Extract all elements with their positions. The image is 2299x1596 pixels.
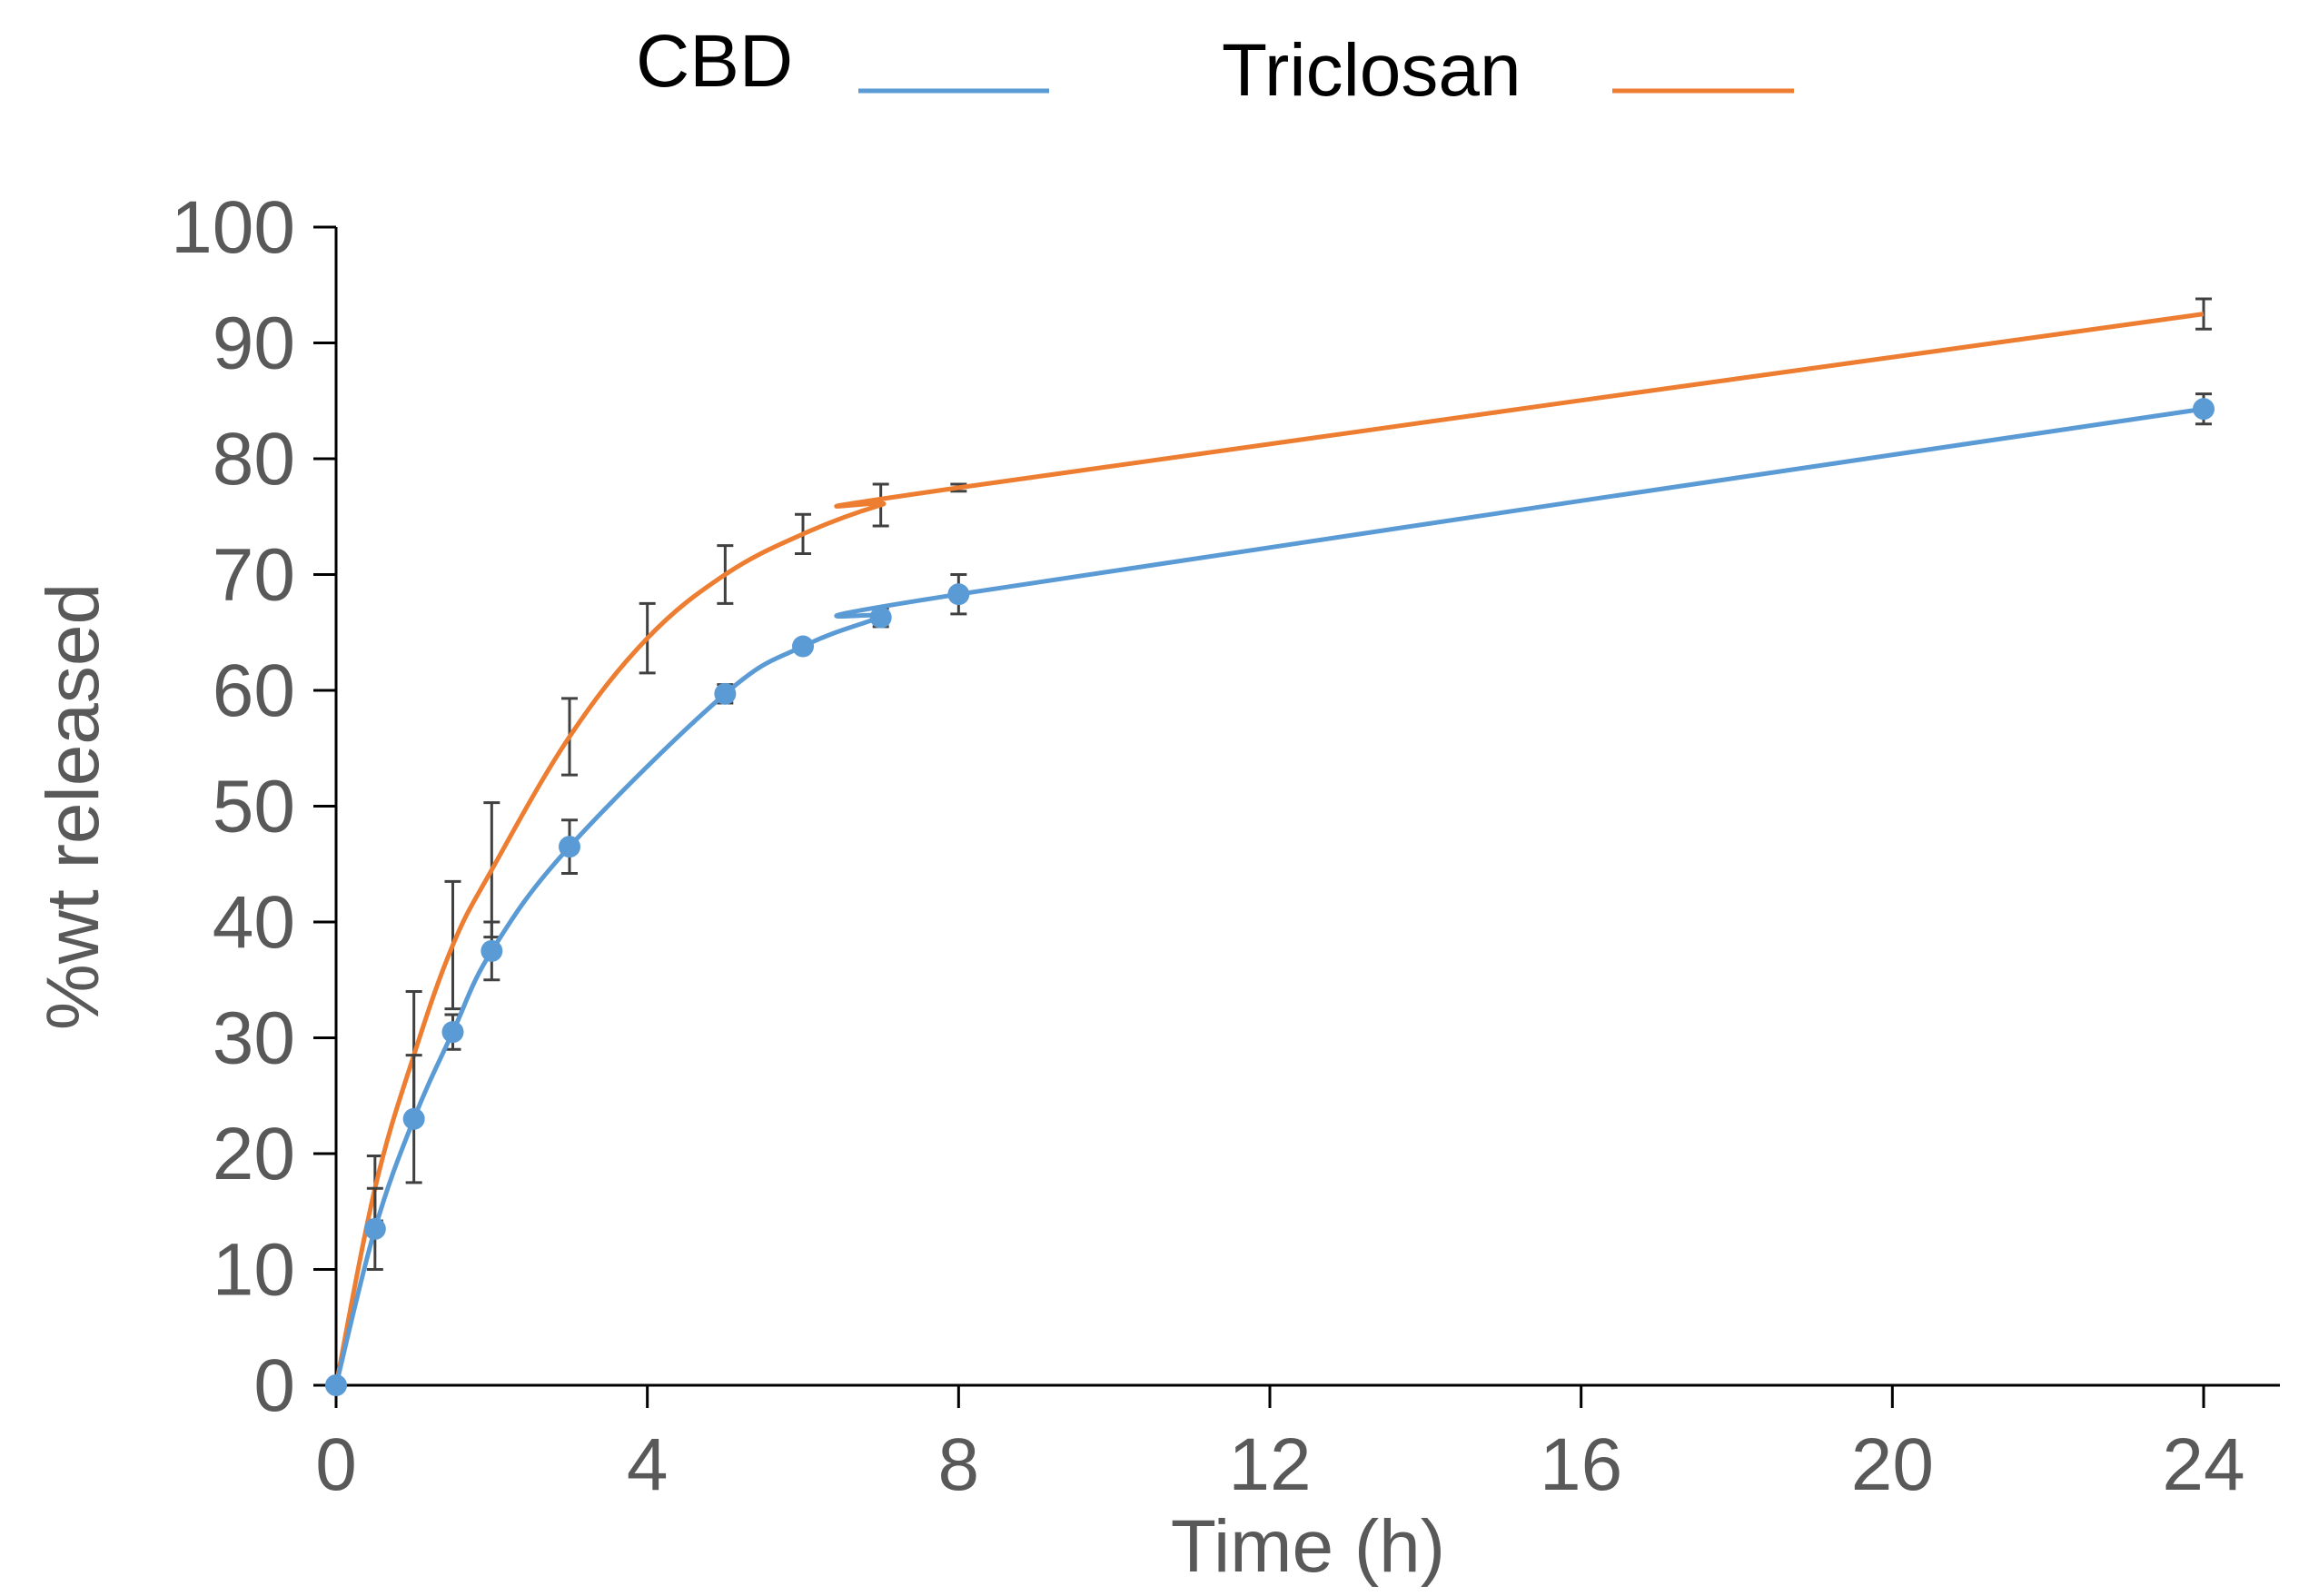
point-cbd	[325, 1374, 347, 1396]
y-tick-label: 70	[213, 534, 295, 617]
point-cbd	[714, 682, 737, 705]
y-axis-ticks: 0 10 20 30 40 50 60 70 80 90 100	[171, 186, 336, 1427]
point-cbd	[2193, 398, 2215, 421]
point-cbd	[402, 1107, 425, 1130]
point-cbd	[441, 1021, 464, 1044]
point-cbd	[869, 606, 892, 629]
y-tick-label: 50	[213, 766, 295, 848]
legend-label-triclosan: Triclosan	[1222, 29, 1521, 112]
point-cbd	[792, 635, 814, 658]
y-tick-label: 80	[213, 418, 295, 501]
x-tick-label: 12	[1228, 1423, 1311, 1506]
legend: CBD Triclosan	[636, 20, 1794, 112]
line-cbd	[333, 406, 2205, 1386]
series-layer	[325, 297, 2215, 1396]
y-tick-label: 10	[213, 1229, 295, 1312]
series-triclosan	[333, 297, 2212, 1386]
point-cbd	[559, 836, 580, 858]
y-tick-label: 0	[253, 1344, 295, 1427]
line-triclosan	[333, 312, 2205, 1386]
x-tick-label: 20	[1851, 1423, 1934, 1506]
y-tick-label: 20	[213, 1113, 295, 1195]
y-tick-label: 60	[213, 649, 295, 732]
y-axis-title: %wt released	[32, 583, 114, 1030]
y-tick-label: 100	[171, 186, 295, 269]
y-tick-label: 90	[213, 302, 295, 385]
x-tick-label: 16	[1540, 1423, 1622, 1506]
x-axis-ticks: 0 4 8 12 16 20 24	[315, 1385, 2245, 1506]
series-cbd	[325, 392, 2215, 1396]
y-tick-label: 40	[213, 881, 295, 964]
point-cbd	[481, 939, 503, 962]
x-tick-label: 4	[627, 1423, 669, 1506]
x-tick-label: 8	[938, 1423, 980, 1506]
legend-label-cbd: CBD	[636, 20, 793, 103]
x-tick-label: 24	[2162, 1423, 2244, 1506]
point-cbd	[363, 1217, 386, 1240]
point-cbd	[947, 583, 970, 606]
x-axis-title: Time (h)	[1171, 1505, 1445, 1588]
y-tick-label: 30	[213, 997, 295, 1080]
x-tick-label: 0	[315, 1423, 357, 1506]
